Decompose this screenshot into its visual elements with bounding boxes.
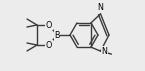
Text: N: N [98,3,103,12]
Text: B: B [54,31,60,39]
Text: O: O [46,40,52,49]
Text: O: O [46,21,52,29]
Text: N: N [102,47,107,56]
